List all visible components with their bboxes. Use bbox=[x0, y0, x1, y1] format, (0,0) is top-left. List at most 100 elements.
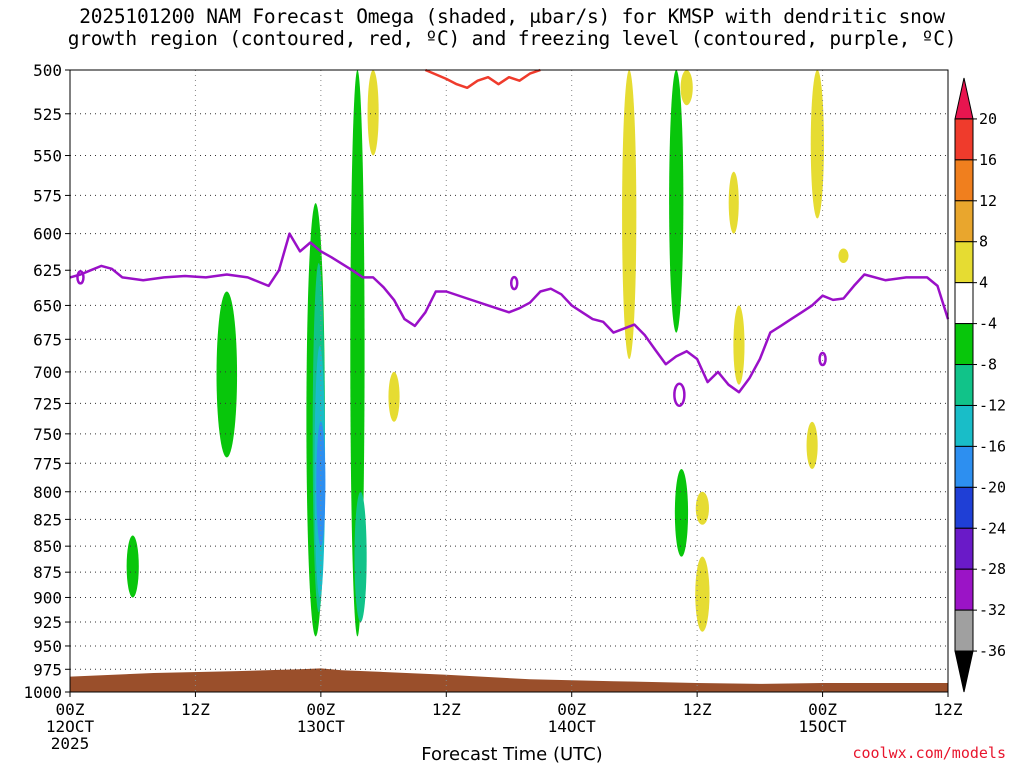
omega-region bbox=[622, 70, 637, 360]
y-tick-label: 975 bbox=[33, 660, 62, 679]
y-tick-label: 925 bbox=[33, 613, 62, 632]
omega-region bbox=[669, 70, 684, 333]
colorbar-label: -36 bbox=[979, 642, 1006, 660]
omega-region bbox=[695, 491, 709, 525]
colorbar-arrow-top bbox=[954, 77, 974, 120]
x-tick-label: 12Z bbox=[934, 700, 963, 719]
colorbar: 20 16 12 8 4 -4 -8 -12 -16 -20 -24 -28 -32 -36 bbox=[954, 77, 1006, 693]
dendritic-growth-region-line bbox=[424, 68, 541, 90]
colorbar-segment bbox=[954, 118, 974, 161]
x-tick-label: 12Z bbox=[683, 700, 712, 719]
y-tick-label: 600 bbox=[33, 225, 62, 244]
y-tick-label: 825 bbox=[33, 510, 62, 529]
y-tick-label: 625 bbox=[33, 261, 62, 280]
colorbar-label: -24 bbox=[979, 519, 1006, 537]
x-tick-label: 00Z bbox=[306, 700, 335, 719]
x-tick-label: 12Z bbox=[432, 700, 461, 719]
colorbar-arrow-bottom bbox=[954, 650, 974, 693]
colorbar-segment bbox=[954, 486, 974, 529]
y-tick-label: 700 bbox=[33, 363, 62, 382]
x-tick-label: 13OCT bbox=[297, 717, 346, 736]
freezing-level-line bbox=[69, 232, 950, 394]
x-tick-label: 14OCT bbox=[548, 717, 597, 736]
x-tick-label: 00Z bbox=[808, 700, 837, 719]
freezing-level-loop bbox=[76, 270, 85, 285]
colorbar-label: 4 bbox=[979, 274, 988, 292]
y-tick-label: 525 bbox=[33, 105, 62, 124]
title-line-1: 2025101200 NAM Forecast Omega (shaded, μ… bbox=[79, 5, 945, 28]
colorbar-segment bbox=[954, 568, 974, 611]
freezing-level-loop bbox=[673, 382, 686, 407]
terrain-fill bbox=[70, 668, 948, 692]
colorbar-label: -4 bbox=[979, 315, 997, 333]
omega-region bbox=[388, 371, 400, 422]
omega-region bbox=[806, 421, 818, 470]
colorbar-label: -28 bbox=[979, 560, 1006, 578]
freezing-level-loop bbox=[818, 351, 827, 367]
freezing-level-loop bbox=[509, 275, 519, 291]
y-tick-label: 750 bbox=[33, 425, 62, 444]
x-tick-label: 12Z bbox=[181, 700, 210, 719]
colorbar-label: -16 bbox=[979, 437, 1006, 455]
credit-text: coolwx.com/models bbox=[852, 744, 1006, 762]
x-tick-label: 15OCT bbox=[798, 717, 847, 736]
y-tick-label: 650 bbox=[33, 296, 62, 315]
colorbar-label: 16 bbox=[979, 151, 997, 169]
title-line-2: growth region (contoured, red, ºC) and f… bbox=[67, 27, 957, 50]
omega-region bbox=[354, 491, 367, 623]
colorbar-label: -8 bbox=[979, 356, 997, 374]
colorbar-segment bbox=[954, 364, 974, 406]
omega-shading bbox=[126, 70, 849, 637]
x-tick-label: 00Z bbox=[56, 700, 85, 719]
colorbar-label: -32 bbox=[979, 601, 1006, 619]
y-tick-label: 775 bbox=[33, 454, 62, 473]
y-tick-label: 575 bbox=[33, 186, 62, 205]
colorbar-label: -12 bbox=[979, 396, 1006, 414]
omega-region bbox=[810, 70, 824, 219]
omega-region bbox=[216, 291, 238, 458]
plot-frame bbox=[69, 69, 949, 693]
y-tick-label: 800 bbox=[33, 483, 62, 502]
colorbar-segment bbox=[954, 404, 974, 447]
colorbar-label: 20 bbox=[979, 110, 997, 128]
y-tick-label: 875 bbox=[33, 563, 62, 582]
omega-region bbox=[728, 171, 739, 234]
colorbar-label: 8 bbox=[979, 233, 988, 251]
omega-region bbox=[733, 305, 745, 385]
colorbar-segment bbox=[954, 241, 974, 284]
contour-lines bbox=[69, 68, 950, 407]
omega-region bbox=[838, 248, 849, 264]
y-tick-label: 675 bbox=[33, 330, 62, 349]
y-tick-label: 500 bbox=[33, 61, 62, 80]
colorbar-segment bbox=[954, 159, 974, 202]
x-axis-label: Forecast Time (UTC) bbox=[421, 744, 603, 765]
terrain-area bbox=[70, 668, 948, 692]
x-tick-label: 12OCT bbox=[46, 717, 95, 736]
y-tick-label: 1000 bbox=[23, 683, 62, 702]
x-tick-label: 2025 bbox=[51, 734, 90, 753]
y-tick-label: 900 bbox=[33, 588, 62, 607]
omega-region bbox=[126, 535, 139, 598]
colorbar-segment bbox=[954, 527, 974, 570]
omega-region bbox=[316, 421, 326, 547]
colorbar-label: 12 bbox=[979, 192, 997, 210]
y-tick-label: 550 bbox=[33, 147, 62, 166]
colorbar-label: -20 bbox=[979, 478, 1006, 496]
omega-region bbox=[367, 70, 379, 156]
y-tick-label: 850 bbox=[33, 537, 62, 556]
colorbar-segment bbox=[954, 445, 974, 488]
omega-region bbox=[695, 556, 710, 632]
x-tick-label: 00Z bbox=[557, 700, 586, 719]
colorbar-segment bbox=[954, 282, 974, 325]
colorbar-segment bbox=[954, 323, 974, 366]
omega-region bbox=[680, 70, 693, 106]
omega-region bbox=[674, 469, 689, 557]
y-axis: 500 525 550 575 600 625 650 675 700 725 750 775 800 8… bbox=[23, 61, 70, 702]
y-tick-label: 950 bbox=[33, 637, 62, 656]
y-tick-label: 725 bbox=[33, 394, 62, 413]
colorbar-segment bbox=[954, 609, 974, 652]
chart-title: 2025101200 NAM Forecast Omega (shaded, μ… bbox=[0, 6, 1024, 50]
colorbar-segment bbox=[954, 200, 974, 243]
